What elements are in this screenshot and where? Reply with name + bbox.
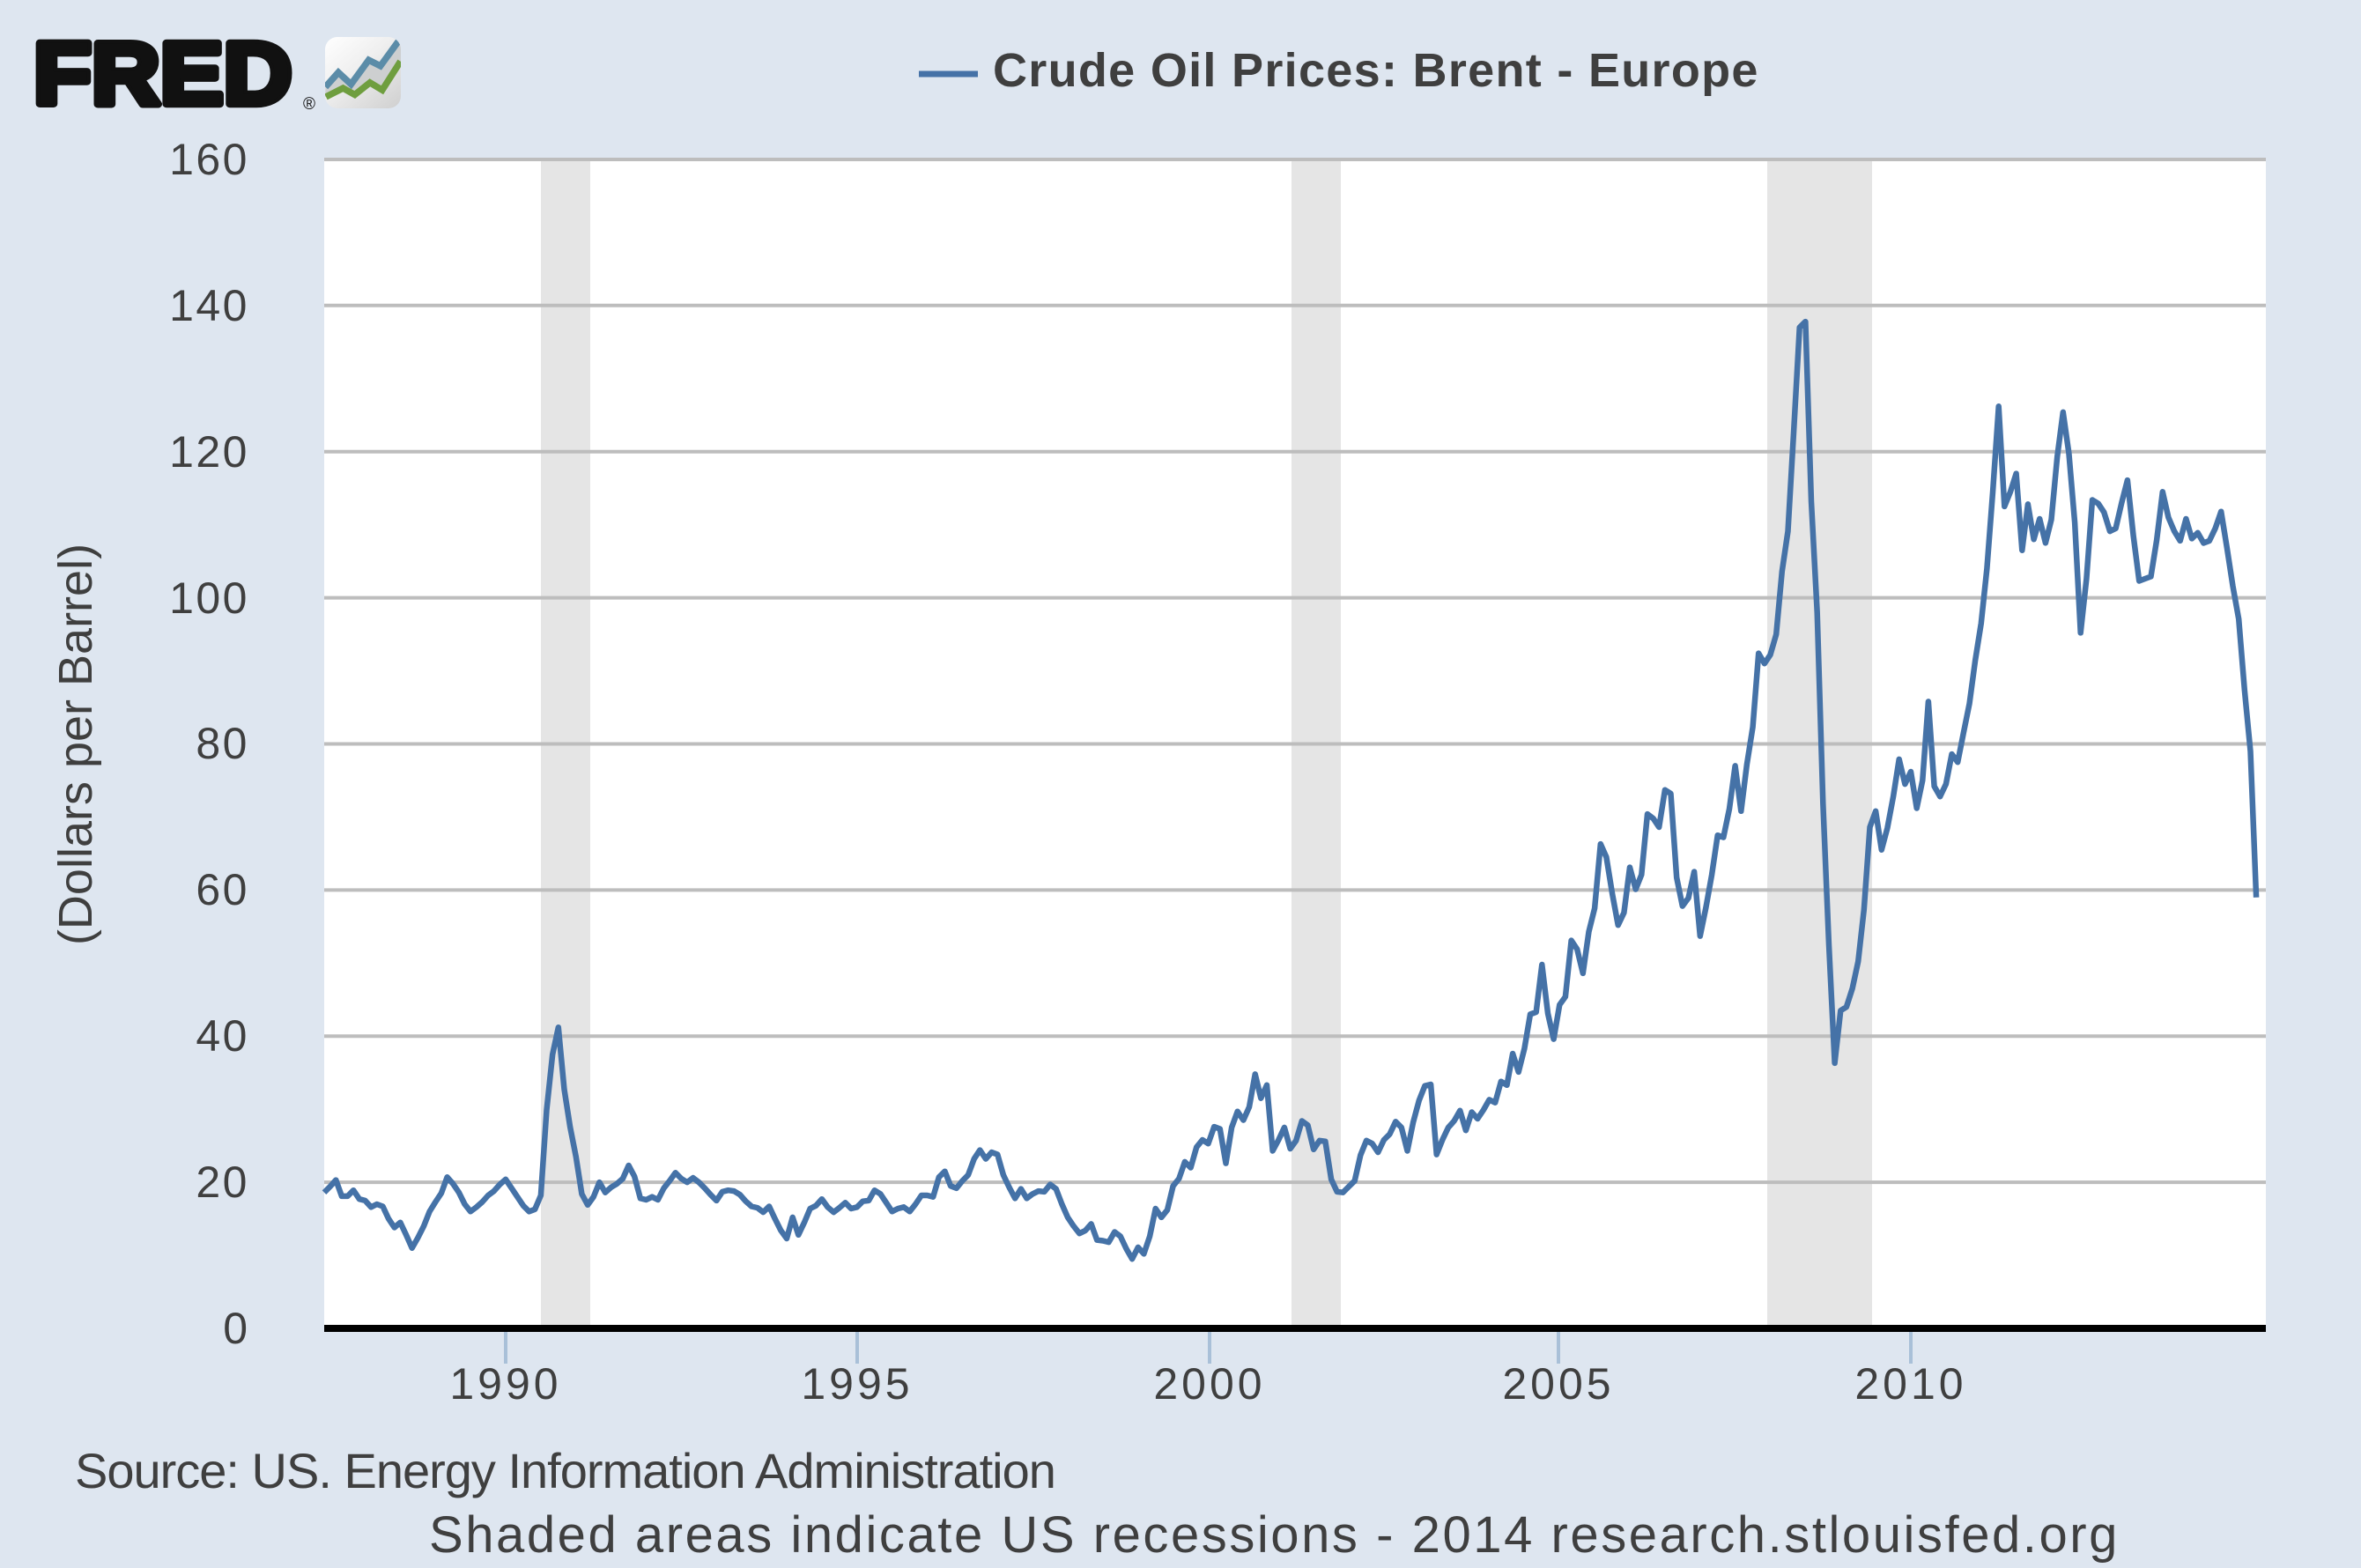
svg-text:FRED: FRED	[33, 26, 292, 124]
svg-text:60: 60	[196, 865, 249, 914]
svg-text:20: 20	[196, 1158, 249, 1207]
svg-text:1990: 1990	[449, 1359, 561, 1409]
svg-text:2005: 2005	[1502, 1359, 1614, 1409]
svg-text:80: 80	[196, 719, 249, 768]
svg-text:120: 120	[169, 427, 249, 477]
svg-text:(Dollars per Barrel): (Dollars per Barrel)	[49, 544, 102, 945]
svg-text:2000: 2000	[1153, 1359, 1265, 1409]
svg-text:Shaded areas indicate US reces: Shaded areas indicate US recessions - 20…	[429, 1506, 2120, 1564]
svg-text:1995: 1995	[801, 1359, 913, 1409]
svg-text:140: 140	[169, 281, 249, 330]
svg-text:Source: US. Energy Information: Source: US. Energy Information Administr…	[75, 1443, 1055, 1498]
svg-text:160: 160	[169, 135, 249, 184]
svg-text:100: 100	[169, 573, 249, 623]
svg-text:40: 40	[196, 1011, 249, 1061]
svg-text:Crude Oil Prices: Brent - Euro: Crude Oil Prices: Brent - Europe	[993, 44, 1759, 97]
svg-text:0: 0	[223, 1304, 248, 1353]
svg-text:®: ®	[303, 95, 315, 114]
svg-text:2010: 2010	[1854, 1359, 1966, 1409]
